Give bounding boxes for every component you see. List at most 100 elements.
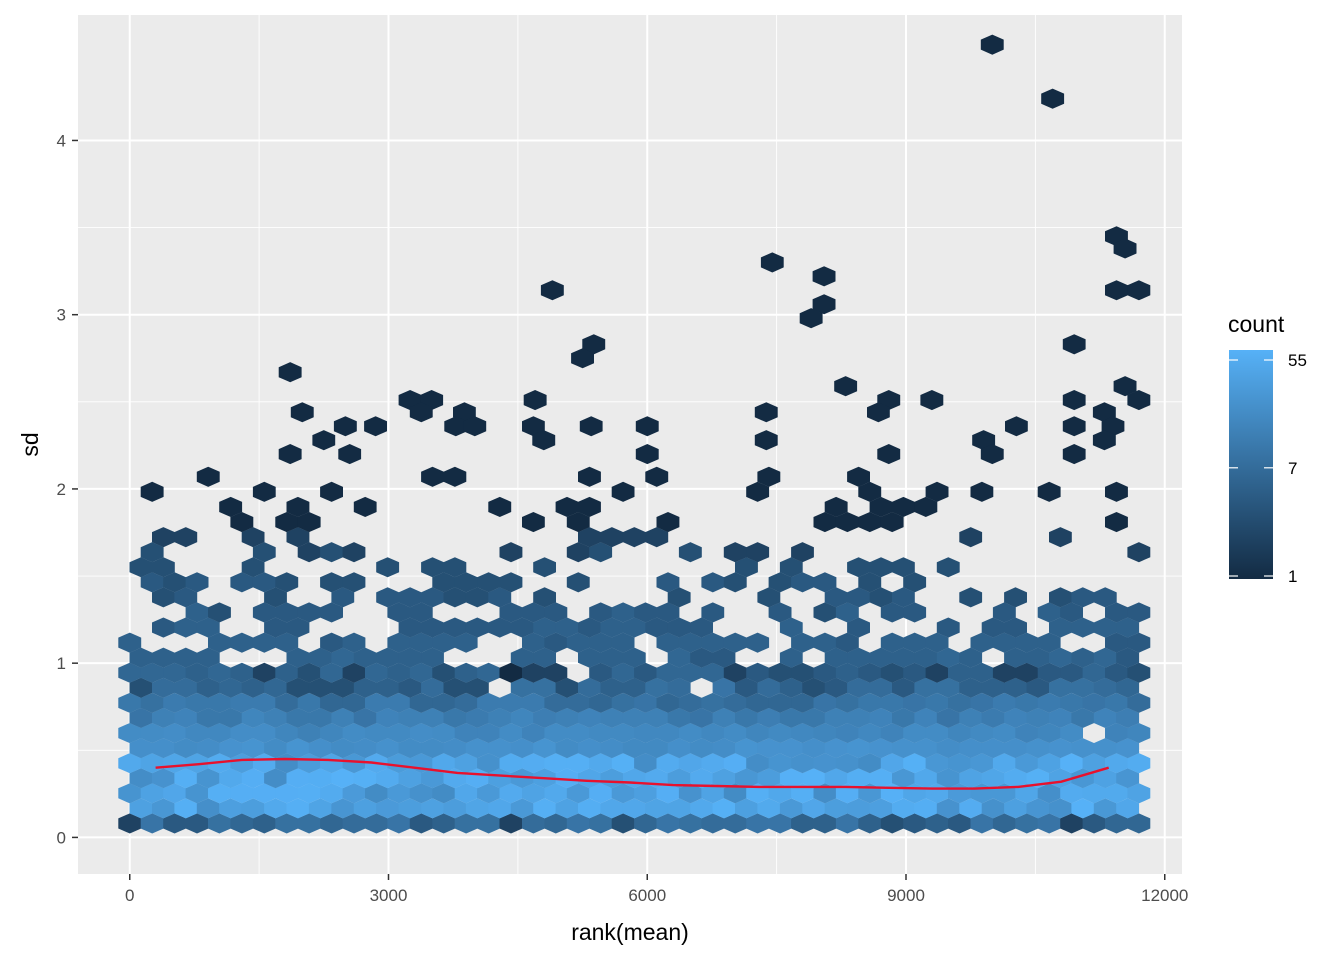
hex-bin bbox=[723, 692, 747, 713]
hex-bin bbox=[622, 527, 646, 548]
hex-bin bbox=[1093, 587, 1117, 608]
hex-bin bbox=[824, 496, 848, 517]
hex-bin bbox=[1015, 783, 1039, 804]
hex-bin bbox=[867, 402, 890, 423]
hex-bin bbox=[880, 512, 904, 533]
hex-bin bbox=[1071, 647, 1095, 668]
hex-bin bbox=[353, 738, 377, 759]
hex-bin bbox=[723, 662, 747, 683]
hex-bin bbox=[1127, 692, 1151, 713]
hex-bin bbox=[847, 466, 870, 487]
hex-bin bbox=[712, 798, 736, 819]
hex-bin bbox=[1026, 738, 1050, 759]
hex-bin bbox=[757, 707, 781, 728]
hex-bin bbox=[152, 557, 175, 578]
hex-bin bbox=[634, 662, 657, 683]
hex-bin bbox=[667, 617, 691, 638]
hex-bin bbox=[936, 677, 960, 698]
hex-bin bbox=[1062, 444, 1086, 465]
hex-bin bbox=[1105, 813, 1128, 834]
hex-bin bbox=[118, 692, 142, 713]
hex-bin bbox=[746, 723, 770, 744]
hex-bin bbox=[196, 707, 220, 728]
hex-bin bbox=[847, 798, 870, 819]
hex-bin bbox=[286, 798, 310, 819]
hex-bin bbox=[858, 723, 882, 744]
hex-bin bbox=[1037, 692, 1061, 713]
hex-bin bbox=[566, 753, 590, 774]
hex-bin bbox=[398, 798, 422, 819]
hex-bin bbox=[432, 723, 456, 744]
hex-bin bbox=[813, 692, 837, 713]
hex-bin bbox=[1037, 662, 1061, 683]
hex-bin bbox=[387, 783, 411, 804]
hex-bin bbox=[353, 768, 377, 789]
hex-bin bbox=[600, 617, 624, 638]
hex-bin bbox=[409, 632, 433, 653]
hex-bin bbox=[1093, 798, 1117, 819]
hex-bin bbox=[690, 768, 713, 789]
hex-bin bbox=[398, 587, 422, 608]
hex-bin bbox=[566, 572, 590, 593]
hex-bin bbox=[645, 707, 669, 728]
hex-bin bbox=[903, 602, 927, 623]
hex-bin bbox=[499, 753, 523, 774]
hex-bin bbox=[678, 662, 702, 683]
hex-bin bbox=[914, 496, 938, 517]
hex-bin bbox=[634, 783, 657, 804]
hex-bin bbox=[667, 647, 691, 668]
hex-bin bbox=[981, 798, 1005, 819]
hex-bin bbox=[196, 677, 220, 698]
hex-bin bbox=[252, 602, 276, 623]
hex-bin bbox=[566, 692, 590, 713]
hex-bin bbox=[252, 783, 276, 804]
hex-bin bbox=[690, 617, 713, 638]
hex-bin bbox=[980, 34, 1004, 55]
hex-bin bbox=[880, 692, 904, 713]
hex-bin bbox=[835, 783, 859, 804]
hex-bin bbox=[768, 813, 792, 834]
hex-bin bbox=[297, 783, 321, 804]
hex-bin bbox=[320, 602, 343, 623]
hex-bin bbox=[622, 798, 646, 819]
hex-bin bbox=[1101, 416, 1125, 437]
hex-bin bbox=[219, 496, 243, 517]
hex-bin bbox=[297, 692, 321, 713]
hex-bin bbox=[499, 813, 523, 834]
hex-bin bbox=[477, 783, 500, 804]
hex-bin bbox=[824, 677, 848, 698]
hex-bin bbox=[1127, 280, 1151, 301]
hex-bin bbox=[320, 783, 343, 804]
hex-bin bbox=[970, 723, 994, 744]
hex-bin bbox=[152, 707, 175, 728]
hex-bin bbox=[656, 572, 680, 593]
hex-bin bbox=[297, 662, 321, 683]
hex-bin bbox=[152, 798, 175, 819]
hex-bin bbox=[387, 632, 411, 653]
hex-bin bbox=[264, 738, 287, 759]
hex-bin bbox=[847, 617, 870, 638]
hex-bin bbox=[1015, 723, 1039, 744]
hex-bin bbox=[432, 662, 456, 683]
hex-bin bbox=[409, 602, 433, 623]
hex-bin bbox=[678, 723, 702, 744]
hex-bin bbox=[510, 677, 534, 698]
hex-bin bbox=[376, 587, 400, 608]
hex-bin bbox=[387, 723, 411, 744]
hex-bin bbox=[936, 617, 960, 638]
hex-bin bbox=[499, 692, 523, 713]
hex-bin bbox=[1015, 662, 1039, 683]
hex-bin bbox=[1127, 632, 1151, 653]
legend-break-label: 1 bbox=[1288, 567, 1297, 586]
hex-bin bbox=[533, 677, 556, 698]
hex-bin bbox=[320, 753, 343, 774]
hex-bin bbox=[847, 647, 870, 668]
hex-bin bbox=[465, 738, 489, 759]
hex-bin bbox=[754, 402, 778, 423]
hex-bin bbox=[320, 481, 343, 502]
hex-bin bbox=[1004, 617, 1027, 638]
hex-bin bbox=[712, 738, 736, 759]
hex-bin bbox=[443, 557, 467, 578]
hex-bin bbox=[453, 402, 476, 423]
hex-bin bbox=[522, 723, 545, 744]
